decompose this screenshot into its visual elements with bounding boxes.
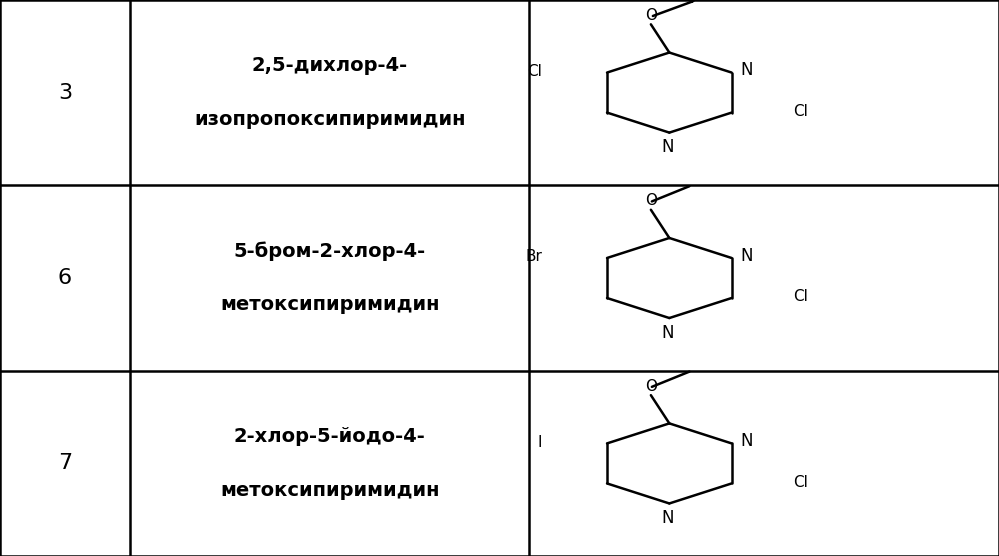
Text: 6: 6 xyxy=(58,268,72,288)
Text: N: N xyxy=(740,247,753,265)
Text: Cl: Cl xyxy=(793,290,807,304)
Text: O: O xyxy=(645,8,657,23)
Text: Cl: Cl xyxy=(527,64,542,79)
Text: 7: 7 xyxy=(58,454,72,473)
Text: 2-хлор-5-йодо-4-: 2-хлор-5-йодо-4- xyxy=(234,427,426,446)
Text: N: N xyxy=(661,509,673,527)
Text: изопропоксипиримидин: изопропоксипиримидин xyxy=(194,110,466,129)
Text: N: N xyxy=(661,324,673,341)
Text: метоксипиримидин: метоксипиримидин xyxy=(220,295,440,314)
Text: 5-бром-2-хлор-4-: 5-бром-2-хлор-4- xyxy=(234,241,426,261)
Text: N: N xyxy=(661,138,673,156)
Text: O: O xyxy=(645,193,657,208)
Text: 3: 3 xyxy=(58,83,72,102)
Text: I: I xyxy=(537,435,542,450)
Text: метоксипиримидин: метоксипиримидин xyxy=(220,480,440,500)
Text: Cl: Cl xyxy=(793,475,807,490)
Text: N: N xyxy=(740,61,753,80)
Text: O: O xyxy=(645,379,657,394)
Text: 2,5-дихлор-4-: 2,5-дихлор-4- xyxy=(252,56,408,76)
Text: Cl: Cl xyxy=(793,104,807,119)
Text: Br: Br xyxy=(525,250,542,264)
Text: N: N xyxy=(740,432,753,450)
